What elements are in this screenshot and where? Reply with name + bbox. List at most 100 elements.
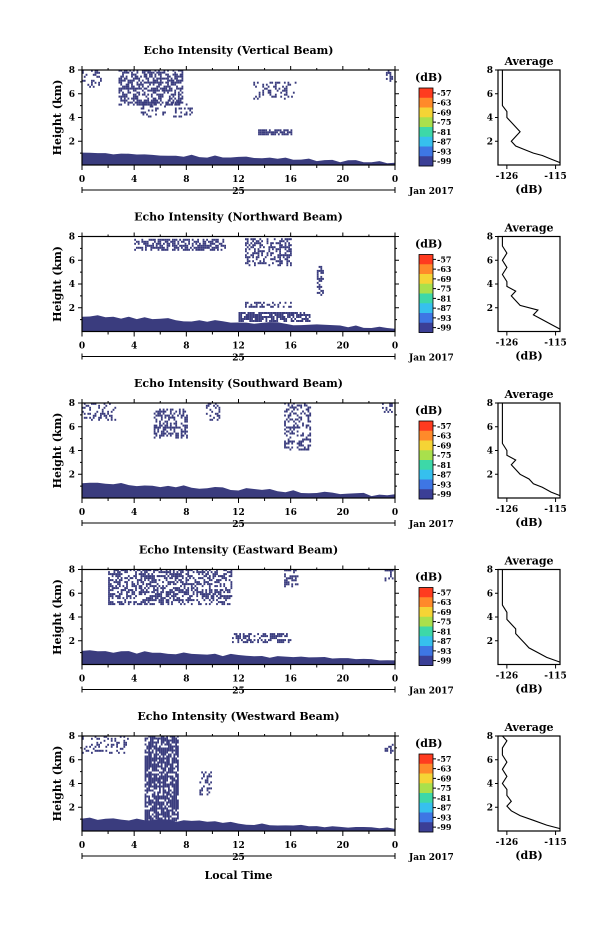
y-tick-label: 8 (69, 66, 75, 76)
echo-patch-4 (382, 402, 393, 413)
x-tick-label: 20 (337, 675, 350, 685)
surface-echo-layer (82, 152, 395, 165)
avg-x-tick-label: -126 (496, 339, 519, 349)
panel-title: Echo Intensity (Northward Beam) (134, 211, 343, 224)
colorbar-unit: (dB) (415, 404, 442, 417)
day-label: 25 (232, 187, 245, 197)
y-tick-label: 4 (69, 280, 75, 290)
avg-x-tick-label: -126 (496, 505, 519, 515)
colorbar-tick-label: -99 (437, 323, 452, 333)
x-tick-label: 8 (183, 508, 189, 518)
avg-y-tick-label: 6 (487, 756, 493, 766)
colorbar-tick-label: -81 (437, 127, 451, 137)
colorbar-tick-label: -69 (437, 440, 452, 450)
colorbar-band (419, 587, 433, 598)
colorbar-band (419, 313, 433, 324)
avg-x-tick-label: -126 (496, 672, 519, 682)
colorbar-band (419, 479, 433, 490)
x-tick-label: 0 (392, 342, 398, 352)
colorbar-tick-label: -69 (437, 107, 452, 117)
x-tick-label: 4 (131, 508, 137, 518)
y-tick-label: 6 (69, 756, 75, 766)
date-label: Jan 2017 (408, 187, 454, 197)
y-tick-label: 2 (69, 803, 75, 813)
colorbar-tick-label: -87 (437, 636, 451, 646)
avg-y-tick-label: 8 (487, 233, 493, 243)
colorbar-unit: (dB) (415, 737, 442, 750)
colorbar-band (419, 136, 433, 147)
x-tick-label: 0 (79, 342, 85, 352)
colorbar-tick-label: -63 (437, 264, 452, 274)
plot-frame (81, 568, 396, 666)
colorbar-band (419, 763, 433, 774)
colorbar-tick-label: -57 (437, 754, 451, 764)
avg-x-axis-label: (dB) (515, 350, 542, 363)
y-tick-label: 6 (69, 423, 75, 433)
colorbar-tick-label: -57 (437, 88, 451, 98)
echo-patch-1 (82, 735, 129, 754)
date-label: Jan 2017 (408, 520, 454, 530)
echo-patch-4 (316, 265, 324, 296)
echo-patch-3 (253, 81, 297, 100)
avg-y-tick-label: 4 (487, 114, 493, 124)
average-panel: Average 2 4 6 8 -126 -115(dB) (487, 388, 567, 529)
echo-patch-5 (385, 69, 394, 82)
colorbar-band (419, 793, 433, 804)
x-tick-label: 20 (337, 841, 350, 851)
panel-2: Echo Intensity (Southward Beam)0 4 8 12 16 20… (51, 377, 567, 530)
avg-y-tick-label: 8 (487, 66, 493, 76)
x-tick-label: 4 (131, 675, 137, 685)
echo-patch-0 (108, 569, 233, 606)
surface-echo-layer (82, 315, 395, 332)
colorbar-tick-label: -81 (437, 793, 451, 803)
average-panel: Average 2 4 6 8 -126 -115(dB) (487, 721, 567, 862)
surface-echo-layer (82, 650, 395, 665)
x-tick-label: 16 (284, 342, 297, 352)
x-tick-label: 8 (183, 841, 189, 851)
avg-y-tick-label: 8 (487, 566, 493, 576)
panel-title: Echo Intensity (Eastward Beam) (139, 544, 338, 557)
echo-patch-1 (232, 633, 292, 644)
panel-3: Echo Intensity (Eastward Beam) 0 4 8 12 16 20 0… (51, 544, 567, 697)
colorbar-band (419, 469, 433, 480)
colorbar-frame (418, 254, 434, 333)
colorbar-tick-label: -87 (437, 803, 451, 813)
colorbar-tick-label: -93 (437, 646, 452, 656)
colorbar-tick-label: -81 (437, 293, 451, 303)
colorbar-tick-label: -81 (437, 460, 451, 470)
y-axis-label: Height (km) (51, 80, 64, 156)
echo-patch-3 (384, 569, 394, 582)
y-tick-label: 8 (69, 233, 75, 243)
echo-patch-3 (238, 312, 311, 322)
avg-y-tick-label: 6 (487, 256, 493, 266)
average-title: Average (503, 721, 553, 734)
colorbar-band (419, 293, 433, 304)
x-tick-label: 8 (183, 175, 189, 185)
colorbar-tick-label: -75 (437, 783, 451, 793)
x-axis-label: Local Time (205, 869, 273, 882)
colorbar-tick-label: -69 (437, 607, 452, 617)
colorbar-tick-label: -81 (437, 626, 451, 636)
colorbar-band (419, 156, 433, 167)
day-label: 25 (232, 520, 245, 530)
average-profile-line (501, 236, 561, 330)
x-tick-label: 20 (337, 508, 350, 518)
x-tick-label: 0 (392, 175, 398, 185)
colorbar-band (419, 421, 433, 432)
colorbar-tick-label: -63 (437, 431, 452, 441)
colorbar-band (419, 274, 433, 285)
colorbar-band (419, 655, 433, 666)
y-tick-label: 2 (69, 137, 75, 147)
x-tick-label: 20 (337, 342, 350, 352)
colorbar-band (419, 117, 433, 128)
avg-y-tick-label: 2 (487, 304, 493, 314)
average-frame (497, 735, 561, 832)
date-label: Jan 2017 (408, 687, 454, 697)
colorbar-tick-label: -93 (437, 812, 452, 822)
x-tick-label: 0 (392, 675, 398, 685)
x-tick-label: 16 (284, 675, 297, 685)
y-tick-label: 6 (69, 256, 75, 266)
colorbar-band (419, 450, 433, 461)
colorbar-band (419, 616, 433, 627)
average-title: Average (503, 222, 553, 235)
